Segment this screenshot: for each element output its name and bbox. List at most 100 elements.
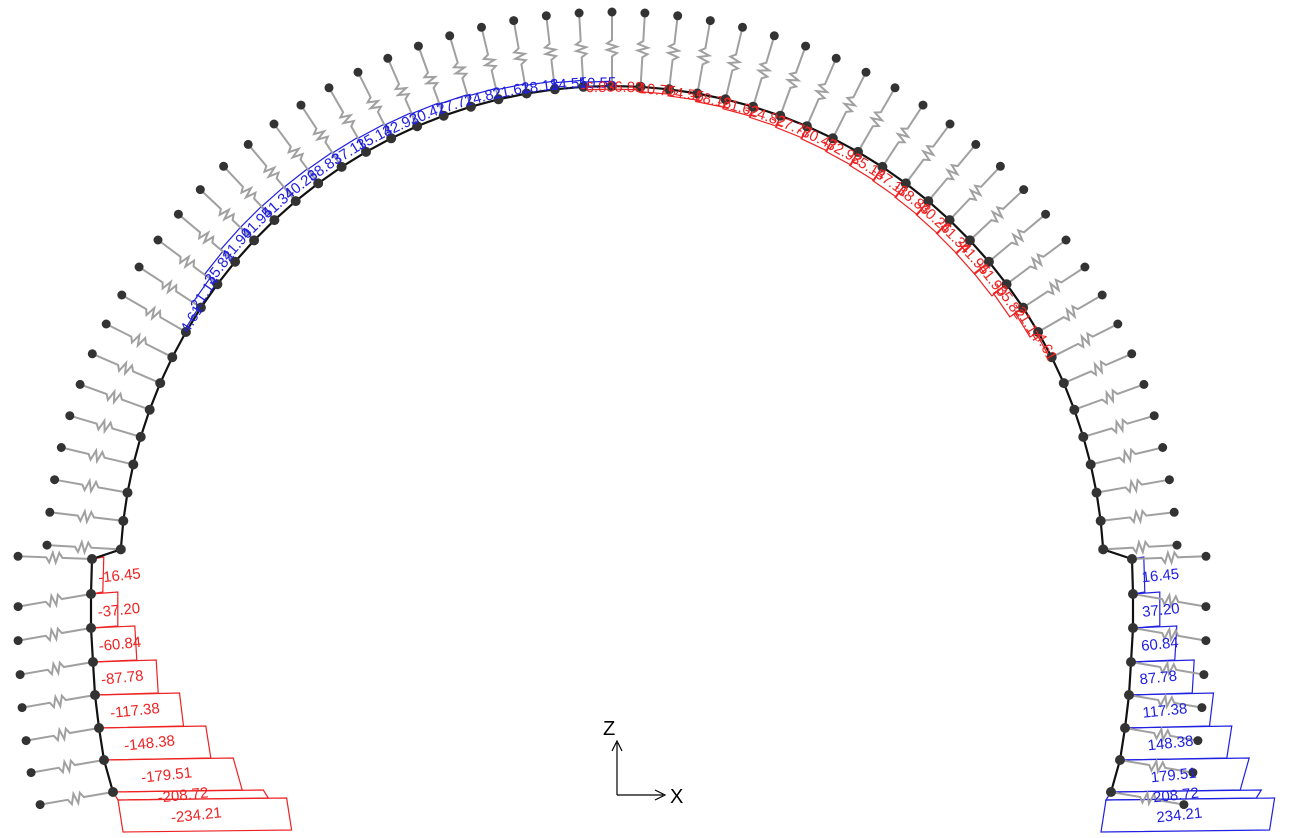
spring-end-node: [673, 11, 683, 21]
lining-node: [249, 235, 260, 246]
ground-spring: [988, 213, 1047, 263]
lining-node: [438, 110, 449, 121]
lining-node: [1115, 755, 1125, 765]
lining-node: [635, 81, 646, 92]
spring-end-node: [17, 703, 27, 713]
ground-spring: [511, 20, 529, 94]
lining-node: [1126, 657, 1136, 667]
spring-end-node: [42, 540, 52, 550]
spring-end-node: [383, 53, 393, 63]
left-wall-shear-label: -16.45: [97, 565, 141, 586]
lining-node: [135, 431, 146, 442]
lining-node: [115, 544, 126, 555]
spring-end-node: [1080, 262, 1090, 272]
lining-node: [900, 178, 911, 189]
lining-node: [853, 146, 863, 157]
spring-end-node: [1179, 800, 1189, 810]
lining-node: [877, 161, 888, 172]
spring-end-node: [153, 235, 163, 245]
ground-spring: [779, 45, 807, 117]
lining-node: [692, 88, 703, 99]
ground-spring: [17, 626, 92, 643]
spring-end-node: [353, 67, 363, 77]
lining-node: [465, 101, 476, 112]
ground-spring: [79, 383, 151, 411]
ground-spring: [54, 477, 128, 495]
ground-spring: [857, 87, 896, 153]
spring-end-node: [995, 161, 1005, 171]
spring-end-node: [1149, 411, 1159, 421]
spring-end-node: [269, 119, 279, 129]
lining-node: [290, 196, 301, 207]
ground-spring: [603, 12, 621, 86]
spring-end-node: [324, 83, 334, 93]
ground-spring: [665, 15, 682, 90]
right-wall-shear-bar: [1100, 797, 1276, 833]
lining-node: [1127, 554, 1137, 564]
spring-end-node: [134, 262, 144, 272]
lining-node: [94, 723, 104, 733]
spring-end-node: [1172, 540, 1182, 550]
left-wall-shear-label: -234.21: [170, 804, 222, 826]
lining-node: [1058, 378, 1069, 389]
lining-node: [983, 256, 994, 267]
ground-spring: [805, 57, 838, 127]
lining-node: [122, 487, 133, 498]
spring-end-node: [1169, 507, 1179, 517]
ground-spring: [881, 104, 924, 168]
ground-spring: [1051, 323, 1119, 359]
labels-layer: 4.6121.1435.8241.9041.9541.3440.2638.833…: [97, 74, 1203, 826]
spring-end-node: [541, 11, 551, 21]
spring-end-node: [13, 551, 23, 561]
ground-spring: [300, 104, 343, 168]
lining-node: [1085, 459, 1096, 470]
right-wall-shear-label: 234.21: [1156, 805, 1203, 827]
ground-spring: [199, 188, 255, 242]
left-wall-shear-label: -37.20: [97, 600, 141, 621]
lining-node: [144, 404, 155, 415]
spring-end-node: [861, 67, 871, 77]
lining-node: [1001, 279, 1012, 290]
left-arch-shear-label: 18.18: [520, 76, 560, 98]
ground-spring: [1100, 508, 1175, 525]
lining-node: [549, 84, 560, 95]
ground-spring: [273, 123, 320, 184]
ground-spring: [222, 165, 276, 221]
left-wall-shear-label: -148.38: [123, 732, 175, 754]
right-wall-shear-label: 87.78: [1139, 668, 1178, 689]
spring-end-node: [173, 209, 183, 219]
lining-node: [1124, 690, 1134, 700]
spring-end-node: [1164, 475, 1174, 485]
ground-spring: [177, 213, 236, 263]
ground-spring: [1073, 383, 1145, 411]
left-arch-shear-label: 10.55: [579, 74, 617, 92]
spring-end-node: [1201, 636, 1211, 646]
spring-end-node: [890, 83, 900, 93]
spring-end-node: [117, 290, 127, 300]
spring-end-node: [574, 8, 584, 18]
spring-end-node: [445, 31, 455, 41]
left-wall-shear-label: -87.78: [100, 667, 144, 688]
lining-node: [128, 459, 139, 470]
lining-node: [720, 94, 731, 105]
spring-end-node: [607, 7, 617, 17]
lining-layer: [89, 84, 1135, 793]
spring-end-node: [509, 16, 519, 26]
z-axis-arrowhead: [611, 739, 623, 752]
force-bars-layer: [90, 79, 1276, 833]
ground-spring: [1132, 592, 1207, 609]
right-arch-shear-label: -14.55: [661, 83, 706, 106]
ground-spring: [695, 20, 713, 94]
right-wall-shear-label: 148.38: [1147, 733, 1194, 755]
ground-spring: [17, 592, 92, 609]
tunnel-lining: [89, 84, 1135, 793]
ground-spring: [17, 549, 93, 566]
ground-spring: [634, 12, 652, 87]
ground-spring: [105, 323, 173, 359]
ground-spring: [138, 266, 202, 309]
ground-spring: [904, 123, 951, 184]
spring-end-node: [1139, 379, 1149, 389]
ground-spring: [61, 446, 134, 466]
ground-spring: [357, 71, 393, 139]
lining-node: [99, 755, 109, 765]
